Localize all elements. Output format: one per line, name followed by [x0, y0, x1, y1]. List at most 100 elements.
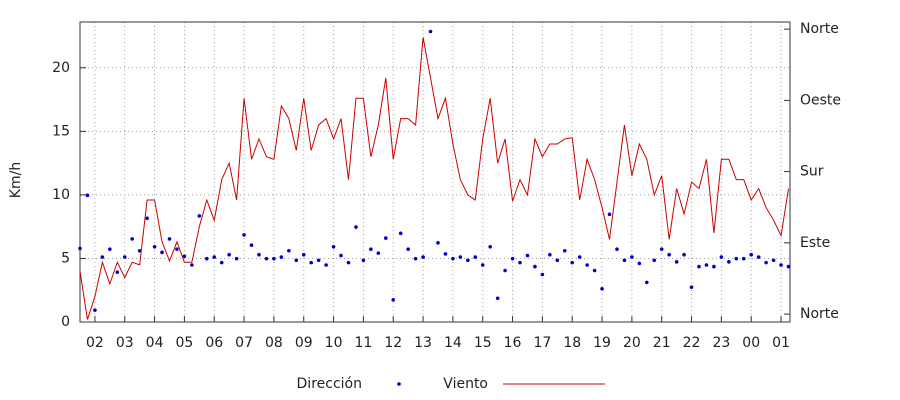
- direction-point: [540, 272, 545, 277]
- x-tick-label: 03: [116, 335, 134, 351]
- x-tick-label: 21: [653, 335, 671, 351]
- x-tick-label: 02: [86, 335, 104, 351]
- y-tick-label: 15: [52, 123, 70, 139]
- direction-point: [346, 260, 351, 265]
- direction-point: [704, 263, 709, 267]
- plot-frame: [79, 21, 791, 323]
- direction-point: [78, 246, 82, 251]
- x-tick-label: 13: [414, 335, 432, 351]
- direction-point: [309, 260, 313, 265]
- direction-point: [525, 253, 530, 258]
- legend-label: Viento: [443, 376, 488, 392]
- direction-point: [421, 255, 425, 259]
- direction-point: [630, 255, 634, 259]
- direction-point: [480, 263, 485, 267]
- x-tick-label: 12: [384, 335, 402, 351]
- direction-point: [294, 258, 299, 263]
- direction-point: [689, 285, 694, 289]
- direction-point: [197, 214, 202, 218]
- direction-point: [712, 264, 716, 269]
- y2-tick-label: Oeste: [800, 92, 841, 108]
- direction-point: [585, 263, 589, 267]
- direction-point: [287, 248, 291, 253]
- y2-tick-label: Sur: [800, 164, 824, 180]
- direction-point: [428, 29, 433, 34]
- y-tick-label: 10: [52, 187, 70, 203]
- x-tick-label: 11: [354, 335, 372, 351]
- direction-point: [279, 255, 284, 259]
- direction-point: [727, 260, 731, 264]
- direction-point: [331, 245, 336, 249]
- direction-point: [122, 255, 127, 259]
- direction-point: [667, 252, 671, 257]
- direction-point: [242, 233, 246, 237]
- direction-point: [152, 245, 157, 249]
- legend-label: Dirección: [297, 376, 362, 392]
- x-tick-label: 01: [772, 335, 790, 351]
- y2-tick-label: Norte: [800, 21, 839, 37]
- direction-point: [272, 256, 276, 261]
- direction-point: [145, 216, 149, 221]
- x-tick-label: 19: [593, 335, 611, 351]
- direction-point: [204, 256, 209, 261]
- direction-point: [734, 256, 739, 261]
- direction-point: [697, 264, 701, 269]
- direction-point: [645, 280, 649, 285]
- direction-point: [518, 260, 522, 265]
- direction-point: [219, 260, 224, 265]
- direction-point: [510, 256, 515, 261]
- direction-point: [361, 258, 366, 263]
- direction-point: [764, 260, 768, 265]
- direction-point: [212, 255, 217, 259]
- legend-marker: [397, 382, 401, 386]
- direction-point: [234, 256, 239, 261]
- direction-point: [600, 286, 604, 291]
- x-tick-label: 08: [265, 335, 283, 351]
- direction-point: [577, 255, 582, 259]
- direction-point: [637, 261, 642, 266]
- direction-point: [324, 263, 328, 267]
- x-tick-label: 09: [295, 335, 313, 351]
- direction-point: [301, 252, 306, 257]
- x-tick-label: 06: [205, 335, 223, 351]
- x-tick-label: 10: [325, 335, 343, 351]
- x-tick-label: 16: [504, 335, 522, 351]
- direction-point: [495, 296, 500, 301]
- direction-point: [756, 255, 761, 259]
- direction-point: [85, 193, 90, 198]
- x-tick-label: 04: [146, 335, 164, 351]
- y2-tick-label: Este: [800, 235, 830, 251]
- direction-point: [316, 258, 321, 263]
- direction-point: [160, 250, 164, 255]
- x-tick-label: 15: [474, 335, 492, 351]
- direction-point: [466, 258, 470, 263]
- direction-point: [615, 247, 619, 251]
- direction-point: [607, 212, 612, 217]
- direction-point: [257, 252, 261, 257]
- direction-point: [473, 255, 478, 259]
- x-tick-label: 23: [712, 335, 730, 351]
- direction-point: [175, 247, 179, 251]
- direction-point: [570, 260, 575, 265]
- y-tick-label: 0: [61, 314, 70, 330]
- x-tick-label: 05: [175, 335, 193, 351]
- x-tick-label: 00: [742, 335, 760, 351]
- direction-point: [555, 258, 560, 263]
- x-tick-label: 17: [533, 335, 551, 351]
- direction-point: [451, 256, 455, 261]
- direction-point: [622, 258, 627, 263]
- x-tick-label: 20: [623, 335, 641, 351]
- direction-point: [682, 252, 686, 257]
- direction-point: [786, 264, 791, 269]
- direction-point: [779, 263, 783, 267]
- direction-point: [533, 264, 537, 269]
- direction-point: [369, 247, 373, 251]
- direction-point: [719, 255, 724, 259]
- direction-point: [182, 254, 187, 259]
- direction-point: [391, 298, 396, 302]
- direction-point: [458, 255, 463, 259]
- direction-point: [406, 247, 410, 251]
- direction-point: [592, 268, 597, 273]
- x-tick-label: 22: [683, 335, 701, 351]
- direction-point: [108, 247, 112, 251]
